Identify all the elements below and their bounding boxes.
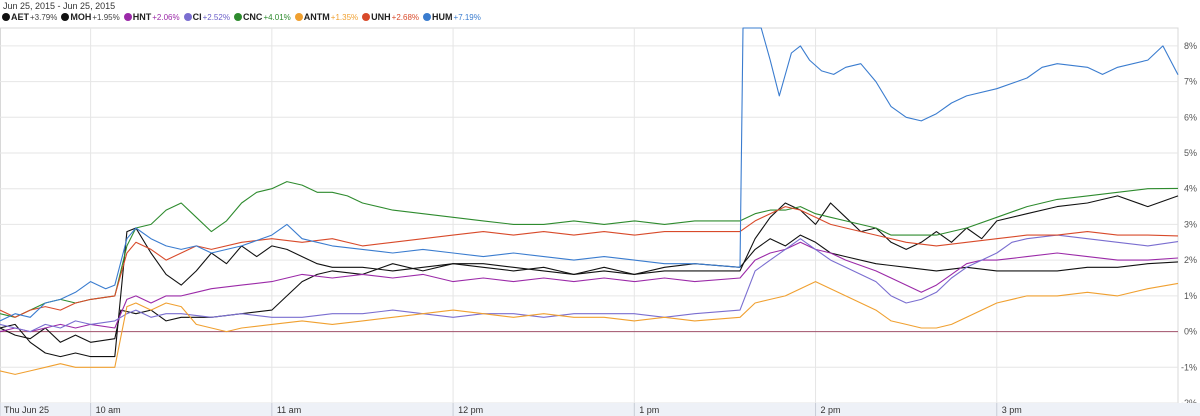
legend-item-unh[interactable]: UNH +2.68% xyxy=(362,12,419,22)
series-line-ci xyxy=(0,234,1179,333)
legend-dot-icon xyxy=(294,13,303,21)
x-tick-label: Thu Jun 25 xyxy=(4,405,49,415)
legend-change: +1.35% xyxy=(330,12,359,22)
x-tick-label: 1 pm xyxy=(639,405,659,415)
x-tick-label: 3 pm xyxy=(1002,405,1022,415)
legend-symbol: ANTM xyxy=(303,12,330,22)
legend-dot-icon xyxy=(61,13,70,21)
legend-change: +2.68% xyxy=(391,12,420,22)
date-range-label: Jun 25, 2015 - Jun 25, 2015 xyxy=(3,1,116,11)
x-tick-label: 11 am xyxy=(277,405,301,415)
legend-dot-icon xyxy=(123,13,132,21)
y-tick-label: 0% xyxy=(1184,327,1197,337)
y-tick-label: 6% xyxy=(1184,112,1197,122)
legend-symbol: CNC xyxy=(242,12,263,22)
legend-item-moh[interactable]: MOH +1.95% xyxy=(61,12,120,22)
series-line-antm xyxy=(0,281,1179,375)
legend-change: +2.06% xyxy=(152,12,180,22)
legend-change: +4.01% xyxy=(263,12,291,22)
legend-item-cnc[interactable]: CNC +4.01% xyxy=(233,12,291,22)
x-tick-label: 2 pm xyxy=(821,405,841,415)
series-line-cnc xyxy=(0,181,1179,318)
y-tick-label: 5% xyxy=(1184,148,1197,158)
legend-item-antm[interactable]: ANTM +1.35% xyxy=(294,12,359,22)
legend-item-ci[interactable]: CI +2.52% xyxy=(183,12,230,22)
legend-item-hnt[interactable]: HNT +2.06% xyxy=(123,12,180,22)
x-tick-label: 12 pm xyxy=(458,405,483,415)
y-tick-label: 2% xyxy=(1184,255,1197,265)
y-tick-label: 3% xyxy=(1184,219,1197,229)
legend-symbol: AET xyxy=(11,12,29,22)
legend-dot-icon xyxy=(423,13,432,21)
legend-dot-icon xyxy=(2,13,10,21)
legend-symbol: HUM xyxy=(432,12,453,22)
x-tick-label: 10 am xyxy=(96,405,121,415)
legend-dot-icon xyxy=(362,13,371,21)
y-tick-label: 1% xyxy=(1184,291,1197,301)
x-axis-strip xyxy=(0,403,1200,416)
legend-change: +7.19% xyxy=(453,12,481,22)
series-line-aet xyxy=(0,195,1179,343)
legend-change: +1.95% xyxy=(92,12,120,22)
legend-item-hum[interactable]: HUM +7.19% xyxy=(423,12,481,22)
legend-change: +2.52% xyxy=(202,12,230,22)
legend-item-aet[interactable]: AET +3.79% xyxy=(2,12,57,22)
legend-dot-icon xyxy=(233,13,242,21)
legend-change: +3.79% xyxy=(30,12,58,22)
y-tick-label: 7% xyxy=(1184,77,1197,87)
legend-symbol: CI xyxy=(192,12,202,22)
series-line-unh xyxy=(0,206,1179,318)
legend-symbol: HNT xyxy=(132,12,152,22)
y-tick-label: 4% xyxy=(1184,184,1197,194)
series-line-hum xyxy=(0,27,1179,322)
legend-dot-icon xyxy=(183,13,192,21)
chart-legend: AET +3.79% MOH +1.95% HNT +2.06% CI +2.52% CNC +4… xyxy=(2,12,485,22)
y-tick-label: 8% xyxy=(1184,41,1197,51)
legend-symbol: UNH xyxy=(371,12,391,22)
legend-symbol: MOH xyxy=(70,12,92,22)
series-line-moh xyxy=(0,227,1179,358)
y-tick-label: -1% xyxy=(1181,362,1197,372)
series-line-hnt xyxy=(0,241,1179,333)
